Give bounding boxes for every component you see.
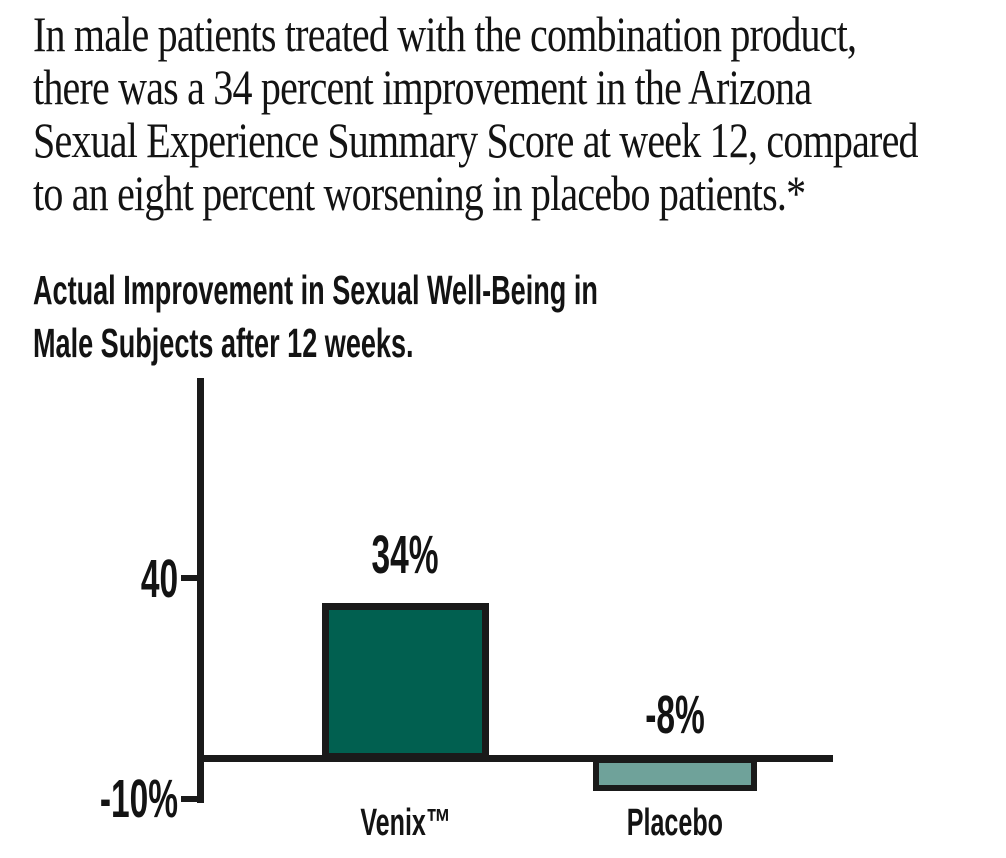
- y-axis-line: [197, 378, 204, 803]
- chart-title-line-2: Male Subjects after 12 weeks.: [33, 320, 414, 366]
- y-tick-label-40-text: 40: [140, 549, 178, 609]
- value-label-venix-text: 34%: [371, 525, 440, 585]
- intro-line-3: Sexual Experience Summary Score at week …: [33, 112, 919, 168]
- intro-paragraph: In male patients treated with the combin…: [33, 6, 919, 221]
- y-tick-label-minus10-text: -10%: [99, 769, 178, 829]
- category-label-venix: Venix™: [322, 804, 489, 842]
- value-label-placebo-text: -8%: [645, 685, 705, 745]
- value-label-venix: 34%: [322, 528, 489, 582]
- category-label-placebo: Placebo: [593, 804, 757, 842]
- y-tick-mark-minus10: [181, 796, 197, 802]
- chart-title-line-1: Actual Improvement in Sexual Well-Being …: [33, 267, 598, 313]
- y-tick-mark-40: [181, 575, 197, 581]
- value-label-placebo: -8%: [593, 688, 757, 742]
- x-axis-baseline: [197, 755, 833, 762]
- bar-placebo: [593, 757, 757, 791]
- chart-title: Actual Improvement in Sexual Well-Being …: [33, 264, 598, 370]
- category-label-venix-text: Venix™: [360, 802, 451, 844]
- intro-line-1: In male patients treated with the combin…: [33, 6, 857, 62]
- category-label-placebo-text: Placebo: [626, 802, 724, 844]
- y-tick-label-40: 40: [40, 552, 178, 606]
- y-tick-label-minus10: -10%: [18, 772, 178, 826]
- intro-line-4: to an eight percent worsening in placebo…: [33, 165, 806, 221]
- bar-venix: [322, 603, 489, 760]
- intro-line-2: there was a 34 percent improvement in th…: [33, 59, 812, 115]
